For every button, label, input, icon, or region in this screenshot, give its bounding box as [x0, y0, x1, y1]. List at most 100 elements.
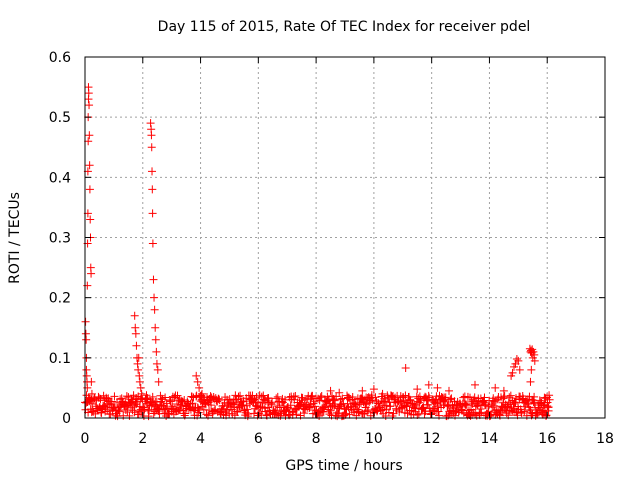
data-point [475, 409, 484, 418]
y-tick-label: 0.6 [49, 50, 71, 66]
data-point [378, 389, 387, 398]
data-point [123, 407, 132, 416]
data-point [149, 275, 158, 284]
chart-title: Day 115 of 2015, Rate Of TEC Index for r… [158, 19, 531, 35]
data-point [150, 293, 159, 302]
data-point [85, 185, 94, 194]
data-point [252, 401, 261, 410]
data-point [526, 377, 535, 386]
data-point [268, 398, 277, 407]
data-point [530, 392, 539, 401]
data-point [135, 377, 144, 386]
data-point [134, 365, 143, 374]
data-point [254, 398, 263, 407]
data-point [343, 391, 352, 400]
data-point [255, 408, 264, 417]
data-point [144, 412, 153, 421]
data-point [107, 397, 116, 406]
data-point [325, 410, 334, 419]
data-point [181, 409, 190, 418]
data-point [81, 317, 90, 326]
data-point [512, 355, 521, 364]
data-point [545, 395, 554, 404]
data-point [110, 392, 119, 401]
x-tick-label: 10 [365, 431, 383, 447]
x-tick-label: 4 [196, 431, 205, 447]
data-point [471, 380, 479, 389]
data-point [86, 215, 95, 224]
data-point [84, 89, 93, 98]
data-point [358, 386, 367, 395]
data-point [491, 383, 500, 392]
data-point [151, 335, 160, 344]
y-tick-label: 0 [62, 411, 71, 427]
data-point [193, 377, 202, 386]
data-point [477, 408, 486, 417]
data-point [359, 409, 368, 418]
data-point [511, 398, 520, 407]
data-point [326, 406, 335, 415]
data-point [115, 407, 124, 416]
data-point [446, 395, 455, 404]
data-point [89, 407, 98, 416]
data-point [545, 391, 554, 400]
data-point [506, 391, 515, 400]
data-point [94, 393, 103, 402]
data-point [515, 365, 524, 374]
data-point [91, 409, 100, 418]
data-point [128, 406, 137, 415]
data-point [470, 393, 479, 402]
data-point [141, 395, 150, 404]
data-point [443, 401, 452, 410]
data-point [445, 386, 453, 395]
data-point [264, 394, 273, 403]
data-point [374, 398, 383, 407]
data-point [441, 393, 450, 402]
data-point [134, 353, 143, 362]
data-point [462, 401, 471, 410]
data-point [267, 400, 276, 409]
data-point [194, 404, 203, 413]
data-point [133, 359, 142, 368]
data-point [272, 409, 281, 418]
y-tick-labels: 0 0.1 0.2 0.3 0.4 0.5 0.6 [49, 50, 71, 427]
data-point [489, 401, 498, 410]
data-point [152, 347, 161, 356]
data-point [261, 407, 270, 416]
data-point [144, 405, 153, 414]
data-point [236, 391, 245, 400]
data-point [317, 391, 326, 400]
data-point [147, 143, 156, 152]
data-point [238, 401, 247, 410]
data-point [152, 359, 161, 368]
data-point [541, 411, 550, 420]
data-point [410, 402, 419, 411]
data-point [461, 400, 470, 409]
data-point [85, 161, 94, 170]
data-point [206, 396, 215, 405]
data-point [464, 406, 473, 415]
data-point [529, 398, 538, 407]
data-point [153, 365, 162, 374]
data-point [399, 396, 408, 405]
data-point [141, 394, 150, 403]
data-point [291, 391, 300, 400]
grid-lines [85, 57, 605, 418]
data-point [530, 356, 539, 365]
data-point [184, 404, 193, 413]
data-point [135, 371, 144, 380]
x-tick-label: 16 [538, 431, 556, 447]
data-point [543, 401, 552, 410]
data-point [148, 392, 157, 401]
data-point [530, 399, 539, 408]
data-point [313, 410, 322, 419]
data-point [463, 392, 472, 401]
data-point [320, 403, 329, 412]
data-point [234, 392, 243, 401]
y-axis-label: ROTI / TECUs [7, 192, 23, 284]
data-point [386, 402, 395, 411]
data-point [120, 402, 129, 411]
data-point [163, 403, 172, 412]
data-point [301, 405, 310, 414]
data-point [286, 401, 295, 410]
